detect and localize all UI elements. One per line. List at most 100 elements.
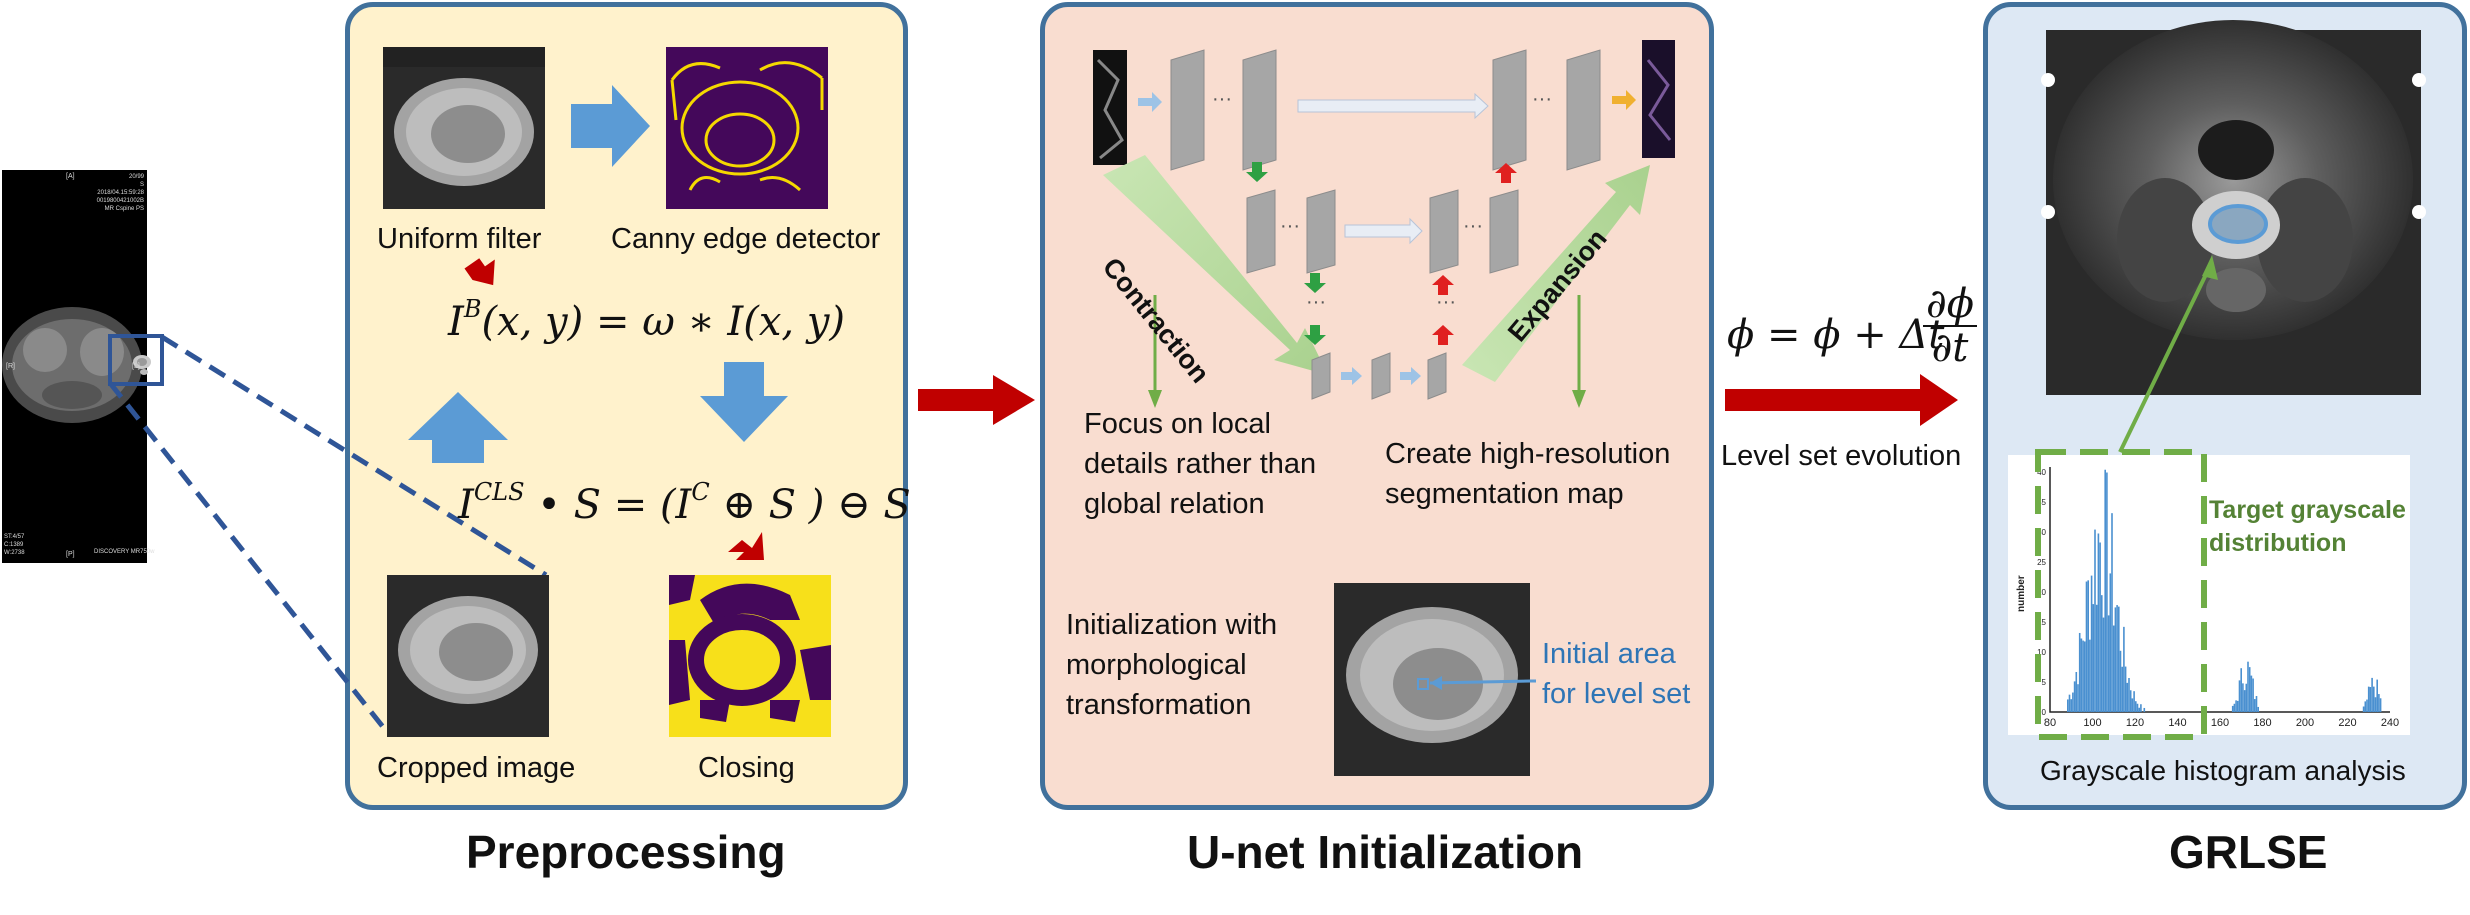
histogram-bar — [2080, 638, 2083, 712]
histogram-xtick: 240 — [2381, 717, 2399, 729]
histogram-bar — [2362, 706, 2365, 712]
closing-equation: ICLS • S = (IC ⊕ S ) ⊖ S — [458, 478, 911, 528]
target-distribution-text: Target grayscale distribution — [2209, 496, 2406, 557]
arrow-right-icon — [571, 85, 650, 167]
histogram-bar — [2090, 575, 2093, 712]
svg-text:···: ··· — [1532, 88, 1552, 110]
histogram-axes — [2049, 467, 2390, 713]
histogram-bar — [2109, 573, 2112, 712]
histogram-bar — [2366, 699, 2368, 712]
histogram-bar — [2235, 700, 2237, 712]
arrow-down-icon — [700, 362, 788, 442]
small-red-arrow-2-icon — [728, 532, 764, 560]
histogram-bar — [2124, 666, 2127, 712]
svg-text:···: ··· — [1436, 291, 1456, 313]
histogram-bar — [2082, 640, 2084, 712]
create-text: Create high-resolution segmentation map — [1385, 438, 1671, 510]
mri-label-r: [R] — [6, 363, 15, 370]
histogram-ytick: 15 — [2037, 618, 2046, 627]
histogram-bar — [2252, 678, 2254, 712]
histogram-bar — [2257, 706, 2259, 712]
histogram-bar — [2129, 690, 2132, 712]
canny-edge-image — [666, 47, 828, 209]
histogram-bar — [2128, 678, 2130, 712]
mri-info-bottom-right: DISCOVERY MR750w — [94, 549, 155, 555]
small-red-arrow-icon — [464, 258, 495, 286]
histogram-bar — [2073, 681, 2076, 712]
init-morph-text: Initialization with morphological transf… — [1066, 609, 1278, 721]
histogram-bar — [2070, 699, 2072, 712]
histogram-bar — [2111, 513, 2113, 712]
histogram-bar — [2255, 696, 2258, 712]
histogram-bar — [2140, 704, 2142, 712]
histogram-ytick: 30 — [2037, 528, 2046, 537]
initial-area-text: Initial area for level set — [1542, 638, 1691, 710]
fraction-numerator: ∂ϕ — [1926, 281, 1974, 327]
initial-area-image — [1334, 583, 1536, 776]
histogram-ylabel: number — [2016, 575, 2027, 612]
histogram-bar — [2364, 701, 2367, 712]
histogram-bar — [2231, 705, 2234, 712]
cropped-image-label: Cropped image — [377, 752, 576, 784]
histogram-bar — [2367, 686, 2370, 712]
svg-text:···: ··· — [1280, 215, 1300, 237]
histogram-bar — [2119, 650, 2122, 712]
histogram-bar — [2085, 581, 2088, 712]
histogram-xtick: 220 — [2338, 717, 2356, 729]
histogram-bar — [2237, 700, 2239, 712]
histogram-bar — [2101, 595, 2103, 712]
histogram-bar — [2072, 692, 2074, 712]
histogram-bar — [2095, 604, 2098, 712]
histogram-bar — [2238, 680, 2241, 712]
histogram-xtick: 100 — [2083, 717, 2101, 729]
histogram-bar — [2373, 686, 2375, 712]
mri-info-top-right: 20/99 S 2018/04.15:59:28 0019800421002B … — [96, 174, 144, 212]
histogram-bar — [2133, 691, 2135, 712]
mri-info-bottom-left: ST:4/57 C:1389 W:2738 — [4, 534, 25, 556]
histogram-bar — [2089, 639, 2091, 712]
level-set-label: Level set evolution — [1721, 440, 1962, 472]
histogram-bar — [2121, 666, 2123, 712]
histogram-bar — [2378, 694, 2380, 712]
histogram-bar — [2068, 694, 2071, 712]
histogram-bar — [2248, 667, 2251, 712]
histogram-bar — [2250, 675, 2253, 712]
histogram-bar — [2243, 690, 2246, 712]
histogram-bar — [2112, 625, 2115, 712]
histogram-bar — [2247, 661, 2249, 712]
histogram-bar — [2374, 697, 2377, 712]
histogram-bar — [2131, 698, 2134, 712]
histogram-bar — [2067, 699, 2069, 712]
histogram-bar — [2245, 683, 2248, 712]
histogram-ytick: 20 — [2037, 588, 2046, 597]
histogram-ytick: 10 — [2037, 648, 2046, 657]
histogram-bar — [2092, 604, 2095, 712]
histogram-bar — [2369, 687, 2372, 712]
level-set-fraction: ∂ϕ ∂t — [1920, 283, 1980, 369]
histogram-ytick: 25 — [2037, 558, 2046, 567]
histogram-xtick: 140 — [2168, 717, 2186, 729]
arrow-up-icon — [408, 392, 508, 463]
histogram-ytick: 0 — [2042, 708, 2047, 717]
mri-label-p: [P] — [66, 551, 75, 558]
spine-mri-image — [2041, 20, 2426, 395]
fraction-bar — [1923, 325, 1977, 327]
canny-edge-label: Canny edge detector — [611, 223, 881, 255]
histogram-xtick: 80 — [2044, 717, 2056, 729]
histogram-ytick: 5 — [2042, 678, 2047, 687]
histogram-xtick: 120 — [2126, 717, 2144, 729]
histogram-bar — [2126, 682, 2129, 712]
histogram-xtick: 160 — [2211, 717, 2229, 729]
uniform-filter-label: Uniform filter — [377, 223, 542, 255]
uniform-filter-equation: IB(x, y) = ω ∗ I(x, y) — [448, 295, 846, 345]
histogram-bar — [2233, 703, 2236, 712]
target-dashed-box — [2035, 449, 2207, 740]
svg-text:···: ··· — [1212, 88, 1232, 110]
histogram-bar — [2094, 529, 2096, 712]
focus-text: Focus on local details rather than globa… — [1084, 408, 1317, 520]
histogram-bar — [2240, 668, 2242, 712]
svg-text:···: ··· — [1463, 215, 1483, 237]
histogram-bar — [2136, 703, 2139, 712]
unet-network: ··· ··· ··· ··· ··· ··· — [1093, 40, 1675, 408]
histogram-bar — [2104, 469, 2106, 712]
